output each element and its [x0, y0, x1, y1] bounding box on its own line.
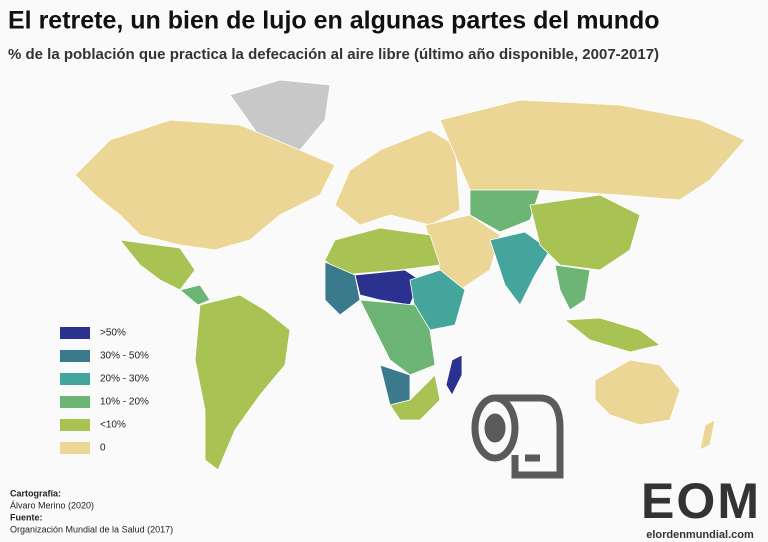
madagascar [445, 354, 463, 396]
indonesia [563, 317, 661, 353]
legend-swatch [60, 373, 90, 385]
europe [334, 129, 461, 226]
legend-label: 20% - 30% [100, 374, 149, 385]
roll-core [484, 413, 506, 443]
australia [594, 359, 681, 426]
legend-swatch [60, 350, 90, 362]
legend-swatch [60, 419, 90, 431]
cartography: Álvaro Merino (2020) [10, 500, 94, 510]
legend-swatch [60, 442, 90, 454]
regions [74, 79, 746, 471]
south-africa [389, 374, 441, 421]
central-asia [469, 189, 541, 233]
toilet-paper-icon [471, 394, 564, 479]
legend-swatch [60, 327, 90, 339]
legend-label: 10% - 20% [100, 397, 149, 408]
source-label: Fuente: [10, 512, 43, 522]
russia [439, 99, 746, 201]
title: El retrete, un bien de lujo en algunas p… [8, 7, 660, 35]
india [489, 231, 551, 306]
source: Organización Mundial de la Salud (2017) [10, 524, 173, 534]
north-africa [324, 227, 441, 276]
west-africa [324, 261, 361, 316]
cartography-label: Cartografía: [10, 488, 61, 498]
legend-label: <10% [100, 420, 126, 431]
south-america [194, 294, 291, 471]
southeast-asia [554, 264, 591, 311]
new-zealand [699, 419, 716, 451]
central-america [179, 284, 211, 306]
legend-label: 30% - 50% [100, 351, 149, 362]
legend-label: >50% [100, 328, 126, 339]
roll-body [495, 394, 564, 479]
china [529, 194, 641, 271]
subtitle: % de la población que practica la defeca… [8, 46, 659, 63]
sahel [354, 269, 421, 306]
mexico [119, 239, 196, 291]
central-africa [359, 299, 436, 376]
north-america [74, 119, 336, 251]
legend-swatch [60, 396, 90, 408]
legend-label: 0 [100, 443, 106, 454]
legend: >50% 30% - 50% 20% - 30% 10% - 20% <10% 0 [60, 327, 149, 454]
logo-url: elordenmundial.com [646, 529, 754, 541]
logo-text: EOM [641, 473, 759, 529]
